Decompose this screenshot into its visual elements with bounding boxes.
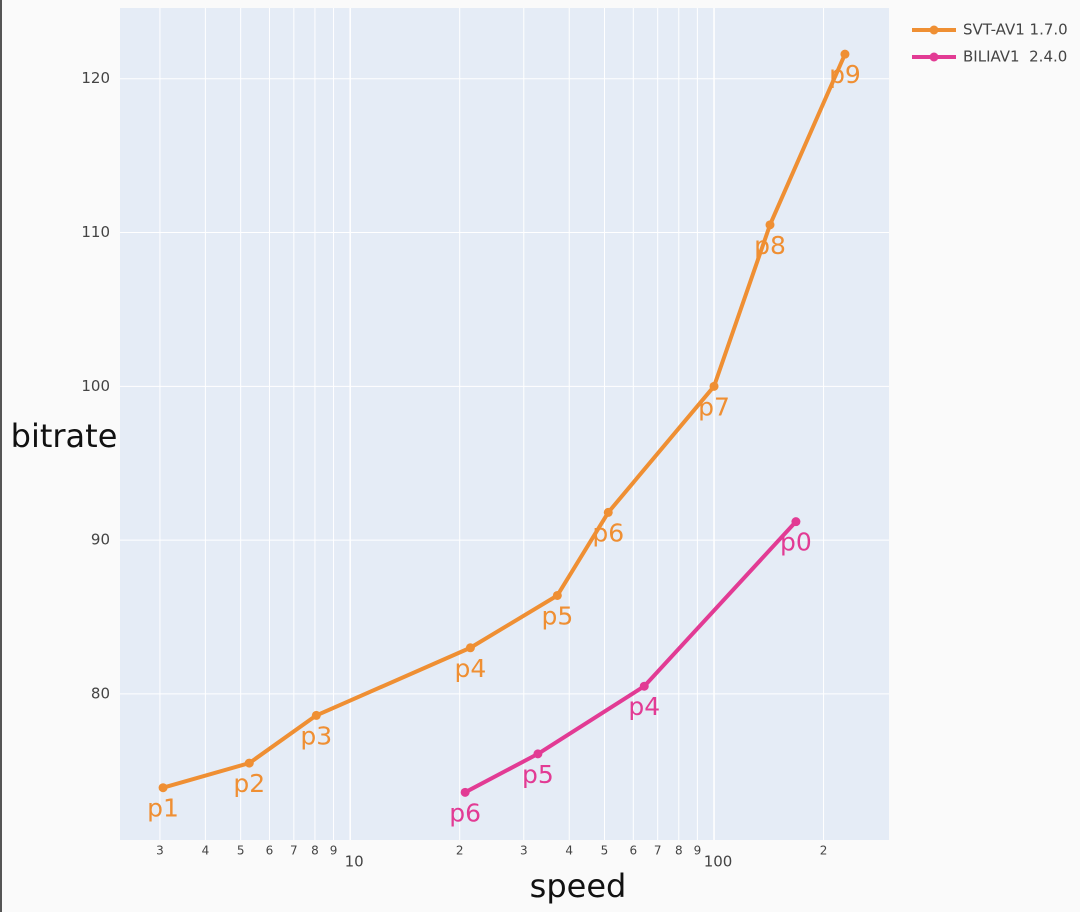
y-tick-label: 100 [81, 377, 110, 395]
y-tick-label: 80 [91, 684, 110, 702]
x-tick-label: 7 [290, 844, 298, 858]
x-tick-label: 5 [601, 844, 609, 858]
x-tick-label: 4 [202, 844, 210, 858]
point-label: p6 [449, 798, 481, 827]
x-tick-label: 8 [675, 844, 683, 858]
x-tick-label: 2 [820, 844, 828, 858]
point-label: p5 [522, 760, 554, 789]
point-label: p4 [628, 692, 660, 721]
x-axis-title: speed [530, 867, 627, 905]
point-label: p4 [455, 654, 487, 683]
data-point [552, 590, 562, 600]
point-label: p7 [698, 392, 730, 421]
x-tick-label: 10 [345, 853, 364, 871]
plot-area [120, 8, 889, 840]
point-label: p3 [300, 721, 332, 750]
x-tick-label: 4 [565, 844, 573, 858]
data-point [465, 643, 475, 653]
point-label: p6 [592, 518, 624, 547]
x-tick-label: 7 [654, 844, 662, 858]
x-tick-label: 5 [237, 844, 245, 858]
data-point [533, 749, 543, 759]
point-label: p9 [829, 60, 861, 89]
y-tick-label: 90 [91, 531, 110, 549]
data-point [639, 681, 649, 691]
legend-marker [929, 52, 939, 62]
x-tick-label: 2 [456, 844, 464, 858]
data-point [765, 220, 775, 230]
data-point [603, 507, 613, 517]
data-point [158, 783, 168, 793]
data-point [460, 787, 470, 797]
x-tick-label: 100 [704, 853, 733, 871]
y-tick-label: 120 [81, 69, 110, 87]
x-tick-label: 6 [629, 844, 637, 858]
point-label: p2 [233, 769, 265, 798]
point-label: p0 [780, 528, 812, 557]
legend-label: SVT-AV1 1.7.0 [963, 21, 1068, 39]
legend-marker [929, 25, 939, 35]
data-point [709, 381, 719, 391]
data-point [311, 710, 321, 720]
point-label: p1 [147, 794, 179, 823]
x-tick-label: 3 [156, 844, 164, 858]
point-label: p5 [541, 601, 573, 630]
x-tick-label: 6 [266, 844, 274, 858]
y-axis-title: bitrate [11, 417, 118, 455]
series-line [464, 520, 798, 795]
data-point [244, 758, 254, 768]
data-point [791, 517, 801, 527]
x-tick-label: 9 [694, 844, 702, 858]
point-label: p8 [754, 231, 786, 260]
x-tick-label: 8 [311, 844, 319, 858]
data-point [840, 49, 850, 59]
x-tick-label: 3 [520, 844, 528, 858]
x-tick-label: 9 [330, 844, 338, 858]
y-tick-label: 110 [81, 223, 110, 241]
legend-label: BILIAV1 2.4.0 [963, 48, 1067, 66]
